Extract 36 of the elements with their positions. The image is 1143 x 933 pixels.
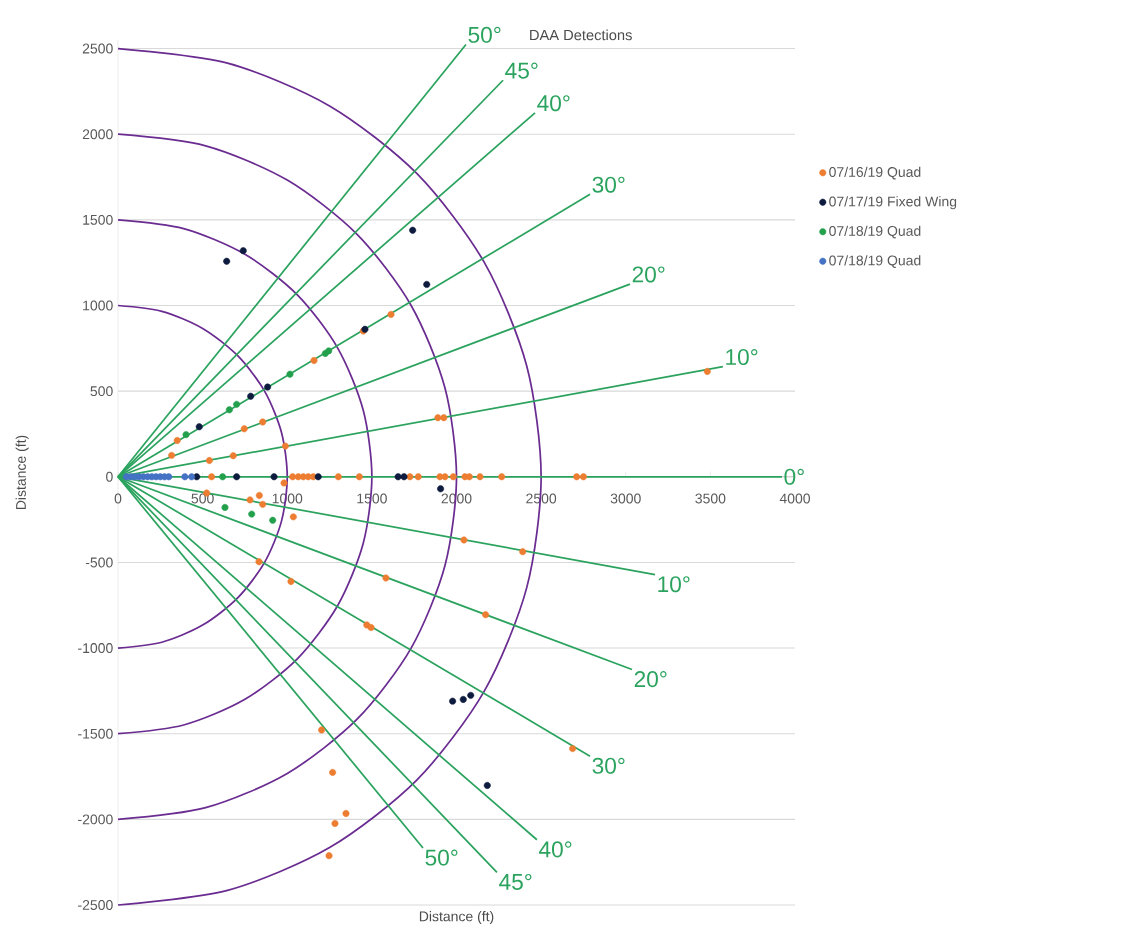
annotation: 40° bbox=[537, 95, 570, 112]
annotation: 0° bbox=[784, 468, 804, 485]
x-tick-label: 3000 bbox=[610, 493, 641, 504]
y-tick-label: 2000 bbox=[82, 129, 113, 140]
annotation: 45° bbox=[499, 873, 532, 890]
annotation: 20° bbox=[634, 671, 667, 688]
y-tick-label: 0 bbox=[106, 471, 113, 482]
y-tick-label: 1000 bbox=[83, 300, 113, 311]
annotation: 45° bbox=[505, 62, 538, 79]
y-tick-label: 2500 bbox=[82, 43, 113, 54]
annotation: 20° bbox=[632, 266, 665, 283]
legend-label: 07/18/19 Quad bbox=[829, 255, 921, 268]
y-axis-title: Distance (ft) bbox=[15, 435, 29, 510]
y-tick-label: -2500 bbox=[78, 900, 113, 910]
legend-label: 07/18/19 Quad bbox=[829, 225, 921, 239]
y-tick-label: -1000 bbox=[78, 643, 113, 654]
legend-label: 07/16/19 Quad bbox=[829, 166, 921, 180]
annotation: 50° bbox=[468, 26, 501, 43]
y-tick-label: -500 bbox=[85, 557, 113, 568]
annotation: 50° bbox=[425, 849, 458, 866]
y-tick-label: 1500 bbox=[83, 214, 113, 225]
x-tick-label: 0 bbox=[114, 493, 122, 504]
y-tick-label: -1500 bbox=[78, 728, 113, 739]
chart-title: DAA Detections bbox=[530, 29, 632, 41]
annotation: 40° bbox=[539, 841, 572, 858]
x-tick-label: 3500 bbox=[695, 493, 726, 504]
x-tick-label: 4000 bbox=[779, 493, 811, 504]
x-tick-label: 500 bbox=[191, 493, 214, 504]
annotation: 30° bbox=[592, 757, 625, 774]
y-tick-label: -2000 bbox=[78, 814, 113, 825]
annotation: 30° bbox=[592, 176, 625, 193]
y-tick-label: 500 bbox=[90, 386, 113, 397]
x-axis-title: Distance (ft) bbox=[419, 911, 494, 925]
annotation: 10° bbox=[658, 576, 690, 593]
legend-label: 07/17/19 Fixed Wing bbox=[829, 196, 957, 210]
annotation: 10° bbox=[726, 348, 758, 366]
